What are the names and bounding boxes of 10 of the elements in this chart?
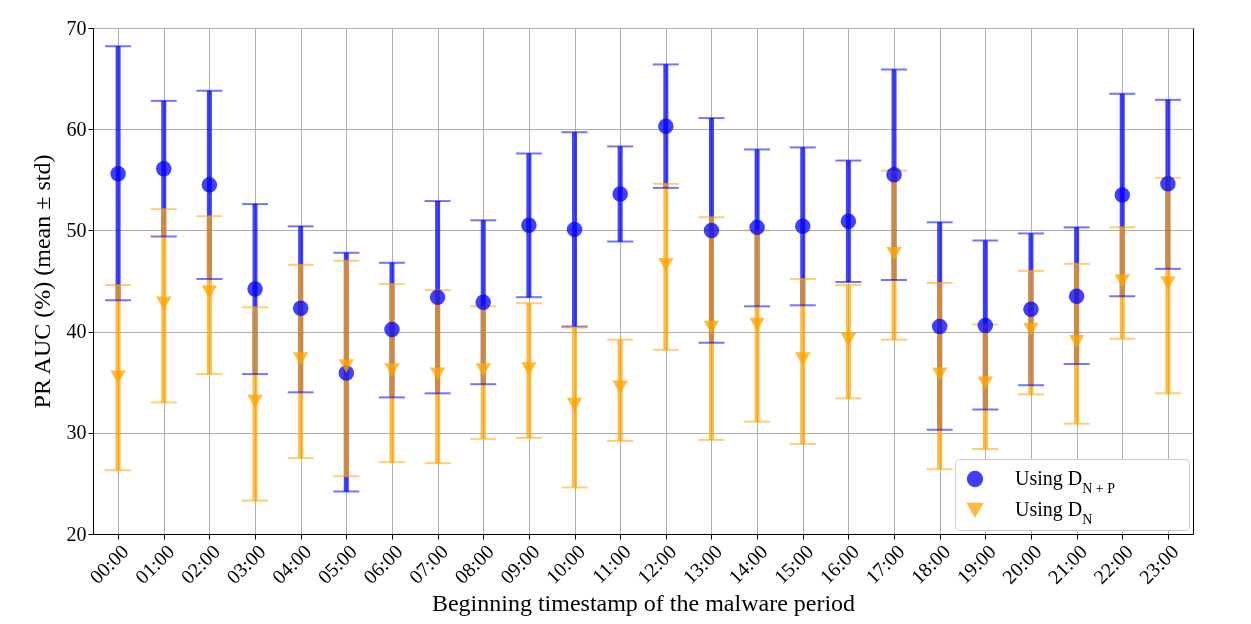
y-axis-title: PR AUC (%) (mean ± std) xyxy=(28,154,55,409)
y-tick-label: 30 xyxy=(66,421,87,444)
legend-label: Using D$_{N + P}$ xyxy=(1015,467,1116,496)
y-tick-label: 20 xyxy=(66,522,87,545)
y-tick-label: 60 xyxy=(66,117,87,140)
y-tick-label: 70 xyxy=(66,16,87,39)
legend-label: Using D$_{N}$ xyxy=(1015,498,1093,527)
y-tick-label: 50 xyxy=(66,218,87,241)
x-axis-title: Beginning timestamp of the malware period xyxy=(431,589,856,616)
y-tick-label: 40 xyxy=(66,320,87,343)
